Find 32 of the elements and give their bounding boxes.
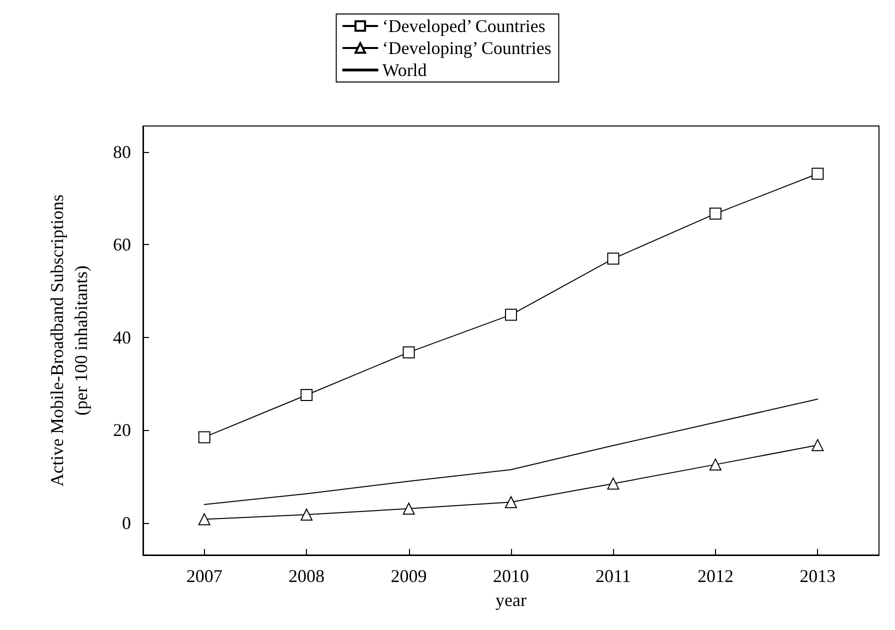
point [198,513,210,526]
point [812,439,824,452]
y-axis-title: Active Mobile-Broadband Subscriptions (per 100 inhabitants) [47,194,91,486]
point [505,308,517,321]
point [709,458,722,471]
legend-label: ‘Developing’ Countries [382,38,552,58]
legend-label: ‘Developed’ Countries [382,16,546,36]
point [607,478,620,490]
point [300,388,313,401]
x-tick-label: 2009 [390,566,427,586]
y-tick-label: 60 [113,234,131,255]
point [300,508,313,521]
legend-label: World [382,60,427,80]
x-tick-label: 2010 [493,566,529,586]
y-tick-label: 20 [113,420,131,440]
x-tick-label: 2012 [697,566,734,586]
y-tick-label: 80 [113,142,131,162]
line-series [204,398,818,505]
point [709,208,722,220]
point [812,168,824,180]
x-tick-label: 2013 [800,566,836,586]
point [198,431,210,444]
point [402,346,415,358]
x-tick-label: 2011 [596,566,631,586]
x-tick-label: 2007 [186,566,222,586]
y-tick-label: 40 [113,327,131,348]
point [607,252,620,265]
x-axis-title: year [496,590,526,610]
point [505,496,517,508]
point [402,502,415,515]
x-tick-label: 2008 [288,566,325,586]
y-tick-label: 0 [122,513,131,533]
